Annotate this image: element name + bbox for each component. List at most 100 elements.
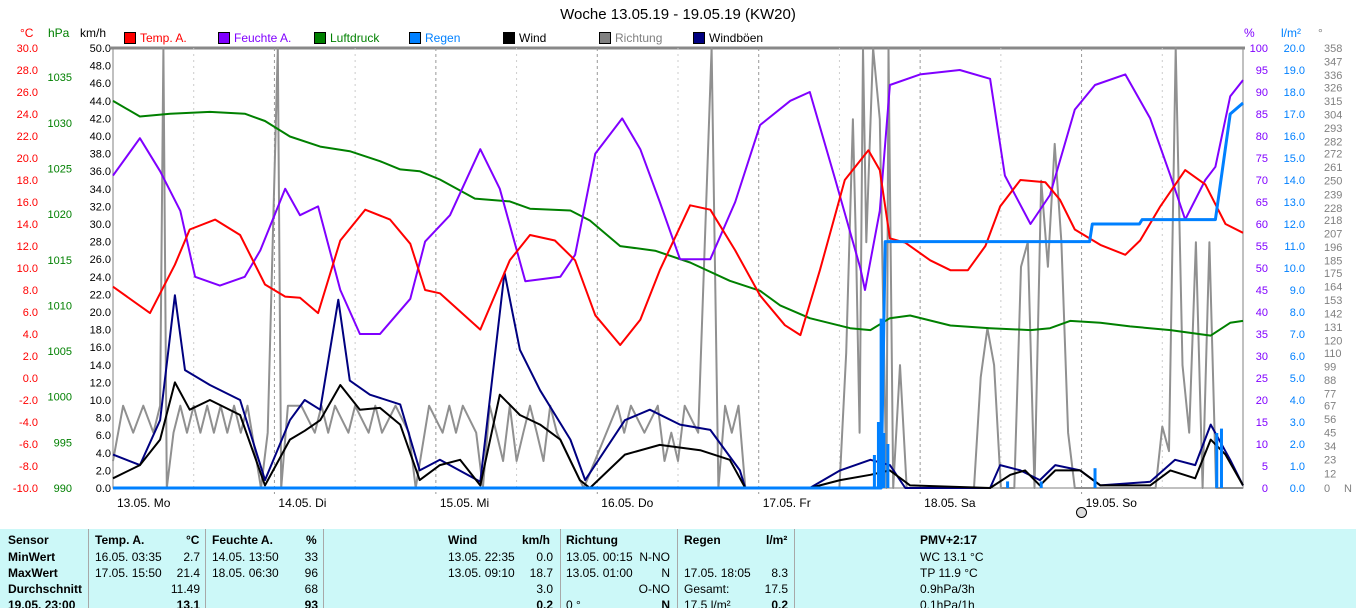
scroll-marker-icon[interactable] — [1076, 507, 1087, 518]
wind-axis-unit: km/h — [80, 26, 107, 40]
legend-label: Richtung — [615, 31, 663, 45]
header-temp: Temp. A. — [95, 533, 145, 547]
rain-tick-label: 4.0 — [1290, 395, 1305, 407]
humidity-tick-label: 0 — [1262, 483, 1268, 495]
pressure-tick-label: 1025 — [48, 163, 72, 175]
legend-label: Regen — [425, 31, 461, 45]
temp-tick-label: -6.0 — [19, 439, 38, 451]
series-wind — [112, 381, 1244, 489]
humidity-tick-label: 50 — [1256, 263, 1268, 275]
table-cell-wind-time: 13.05. 09:10 — [448, 566, 515, 580]
x-tick-label: 19.05. So — [1086, 496, 1138, 510]
table-cell-temp: 21.4 — [176, 566, 200, 580]
table-cell-wind: 3.0 — [536, 582, 553, 596]
table-cell-wind: 0.2 — [536, 598, 553, 608]
direction-tick-label: 272 — [1324, 149, 1342, 161]
table-cell-extra: 0.9hPa/3h — [920, 582, 975, 596]
legend-item: Feuchte A. — [218, 31, 291, 45]
rain-tick-label: 2.0 — [1290, 439, 1305, 451]
header-humidity-unit: % — [306, 533, 317, 547]
direction-tick-label: 120 — [1324, 336, 1342, 348]
rain-tick-label: 10.0 — [1284, 263, 1305, 275]
direction-tick-label: 185 — [1324, 256, 1342, 268]
humidity-tick-label: 100 — [1250, 43, 1268, 55]
table-cell-rain-time: Gesamt: — [684, 582, 730, 596]
table-cell-dir-time: 13.05. 01:00 — [566, 566, 633, 580]
table-cell-hum-time: 14.05. 13:50 — [212, 550, 279, 564]
wind-tick-label: 26.0 — [90, 254, 111, 266]
direction-tick-label: 12 — [1324, 468, 1336, 480]
rain-axis-unit: l/m² — [1281, 26, 1301, 40]
table-cell-dir-time: 13.05. 00:15 — [566, 550, 633, 564]
wind-tick-label: 4.0 — [96, 448, 111, 460]
temp-tick-label: 8.0 — [23, 285, 38, 297]
direction-tick-label: 228 — [1324, 203, 1342, 215]
statistics-table: Sensor Temp. A. °C Feuchte A. % Wind km/… — [0, 529, 1356, 608]
series-windböen — [112, 271, 1244, 489]
direction-tick-label: 0 — [1324, 483, 1330, 495]
pressure-tick-label: 1030 — [48, 118, 72, 130]
wind-tick-label: 38.0 — [90, 149, 111, 161]
direction-tick-label: 347 — [1324, 57, 1342, 69]
legend-label: Feuchte A. — [234, 31, 292, 45]
temp-tick-label: 2.0 — [23, 351, 38, 363]
chart-title: Woche 13.05.19 - 19.05.19 (KW20) — [560, 6, 796, 23]
rain-tick-label: 6.0 — [1290, 351, 1305, 363]
direction-tick-label: 358 — [1324, 43, 1342, 55]
wind-tick-label: 50.0 — [90, 43, 111, 55]
legend-swatch — [503, 32, 515, 44]
direction-tick-label: 131 — [1324, 322, 1342, 334]
rain-tick-label: 20.0 — [1284, 43, 1305, 55]
humidity-axis-unit: % — [1244, 26, 1255, 40]
table-cell-rain-time: 17.05. 18:05 — [684, 566, 751, 580]
humidity-tick-label: 65 — [1256, 197, 1268, 209]
pressure-tick-label: 995 — [54, 437, 72, 449]
rain-tick-label: 11.0 — [1284, 241, 1305, 253]
table-cell-temp: 13.1 — [176, 598, 200, 608]
table-cell-extra: TP 11.9 °C — [920, 566, 978, 580]
temp-tick-label: -4.0 — [19, 417, 38, 429]
humidity-tick-label: 5 — [1262, 461, 1268, 473]
wind-tick-label: 14.0 — [90, 360, 111, 372]
temp-axis-unit: °C — [20, 26, 34, 40]
table-cell-wind: 18.7 — [529, 566, 553, 580]
temp-tick-label: 26.0 — [17, 87, 38, 99]
table-cell-label: Durchschnitt — [8, 582, 83, 596]
table-cell-hum-time: 18.05. 06:30 — [212, 566, 279, 580]
table-cell-hum: 93 — [304, 598, 318, 608]
legend-label: Temp. A. — [140, 31, 187, 45]
legend-label: Windböen — [709, 31, 764, 45]
legend-item: Richtung — [599, 31, 662, 45]
rain-tick-label: 8.0 — [1290, 307, 1305, 319]
pressure-tick-label: 1020 — [48, 209, 72, 221]
direction-tick-label: 282 — [1324, 136, 1342, 148]
humidity-tick-label: 30 — [1256, 351, 1268, 363]
temp-tick-label: -8.0 — [19, 461, 38, 473]
temp-tick-label: 20.0 — [17, 153, 38, 165]
rain-tick-label: 1.0 — [1290, 461, 1305, 473]
temp-tick-label: -2.0 — [19, 395, 38, 407]
direction-tick-label: 45 — [1324, 428, 1336, 440]
wind-tick-label: 46.0 — [90, 78, 111, 90]
wind-tick-label: 32.0 — [90, 201, 111, 213]
wind-tick-label: 48.0 — [90, 61, 111, 73]
humidity-tick-label: 70 — [1256, 175, 1268, 187]
direction-tick-label: 261 — [1324, 162, 1342, 174]
legend-item: Temp. A. — [124, 31, 187, 45]
table-cell-label: MinWert — [8, 550, 56, 564]
direction-tick-label: 153 — [1324, 295, 1342, 307]
pressure-axis-unit: hPa — [48, 26, 70, 40]
temp-tick-label: -10.0 — [13, 483, 38, 495]
direction-tick-label: 164 — [1324, 281, 1342, 293]
header-wind-unit: km/h — [522, 533, 551, 547]
direction-tick-label: 99 — [1324, 361, 1336, 373]
header-sensor: Sensor — [8, 533, 49, 547]
table-cell-temp: 11.49 — [170, 582, 200, 596]
wind-tick-label: 42.0 — [90, 113, 111, 125]
humidity-tick-label: 85 — [1256, 109, 1268, 121]
direction-tick-label: 218 — [1324, 215, 1342, 227]
direction-tick-label: 293 — [1324, 123, 1342, 135]
header-direction: Richtung — [566, 533, 618, 547]
wind-tick-label: 34.0 — [90, 184, 111, 196]
